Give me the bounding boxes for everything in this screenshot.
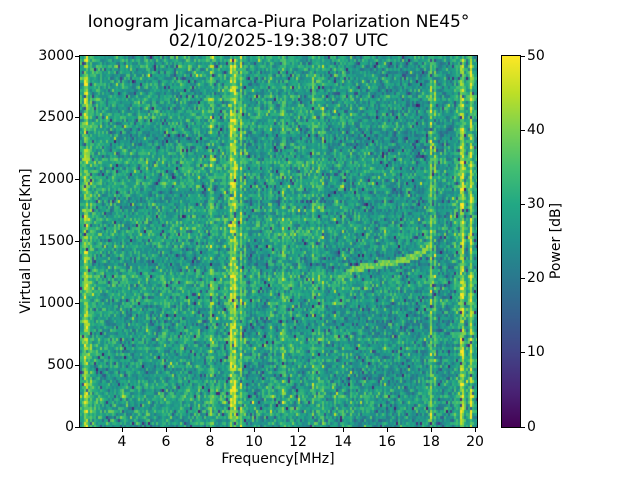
chart-title: Ionogram Jicamarca-Piura Polarization NE… — [87, 12, 470, 32]
y-tick-label: 500 — [47, 357, 74, 373]
y-tick-mark — [75, 241, 79, 242]
colorbar-tick-label: 50 — [527, 48, 545, 64]
colorbar-tick-mark — [521, 427, 525, 428]
y-tick-label: 2000 — [38, 171, 74, 187]
colorbar-tick-label: 40 — [527, 122, 545, 138]
colorbar — [501, 55, 521, 428]
y-tick-mark — [75, 179, 79, 180]
colorbar-tick-mark — [521, 204, 525, 205]
x-tick-label: 12 — [289, 434, 307, 450]
x-tick-label: 10 — [245, 434, 263, 450]
y-tick-mark — [75, 303, 79, 304]
y-tick-label: 1000 — [38, 295, 74, 311]
x-tick-mark — [254, 428, 255, 432]
x-tick-mark — [122, 428, 123, 432]
x-axis-label: Frequency[MHz] — [221, 451, 335, 467]
colorbar-tick-label: 0 — [527, 419, 536, 435]
x-tick-mark — [166, 428, 167, 432]
x-tick-label: 14 — [334, 434, 352, 450]
x-tick-mark — [475, 428, 476, 432]
x-tick-label: 4 — [117, 434, 127, 450]
chart-subtitle: 02/10/2025-19:38:07 UTC — [168, 31, 389, 51]
y-tick-label: 3000 — [38, 48, 74, 64]
y-tick-mark — [75, 117, 79, 118]
colorbar-tick-mark — [521, 130, 525, 131]
plot-frame — [79, 55, 478, 428]
y-tick-label: 2500 — [38, 109, 74, 125]
x-tick-label: 16 — [378, 434, 396, 450]
x-tick-label: 6 — [161, 434, 171, 450]
x-tick-mark — [210, 428, 211, 432]
x-tick-label: 8 — [205, 434, 215, 450]
colorbar-tick-label: 20 — [527, 270, 545, 286]
y-tick-label: 0 — [65, 419, 74, 435]
y-tick-label: 1500 — [38, 233, 74, 249]
colorbar-tick-label: 30 — [527, 196, 545, 212]
colorbar-tick-mark — [521, 278, 525, 279]
colorbar-tick-mark — [521, 56, 525, 57]
x-tick-mark — [343, 428, 344, 432]
x-tick-mark — [387, 428, 388, 432]
y-axis-label: Virtual Distance[Km] — [18, 168, 34, 314]
colorbar-label: Power [dB] — [548, 202, 564, 280]
x-tick-label: 18 — [422, 434, 440, 450]
x-tick-label: 20 — [466, 434, 484, 450]
x-tick-mark — [298, 428, 299, 432]
colorbar-tick-label: 10 — [527, 344, 545, 360]
heatmap-canvas — [80, 56, 477, 427]
y-tick-mark — [75, 56, 79, 57]
y-tick-mark — [75, 365, 79, 366]
colorbar-gradient — [502, 56, 520, 427]
colorbar-tick-mark — [521, 352, 525, 353]
y-tick-mark — [75, 427, 79, 428]
x-tick-mark — [431, 428, 432, 432]
title-block: Ionogram Jicamarca-Piura Polarization NE… — [0, 13, 557, 51]
